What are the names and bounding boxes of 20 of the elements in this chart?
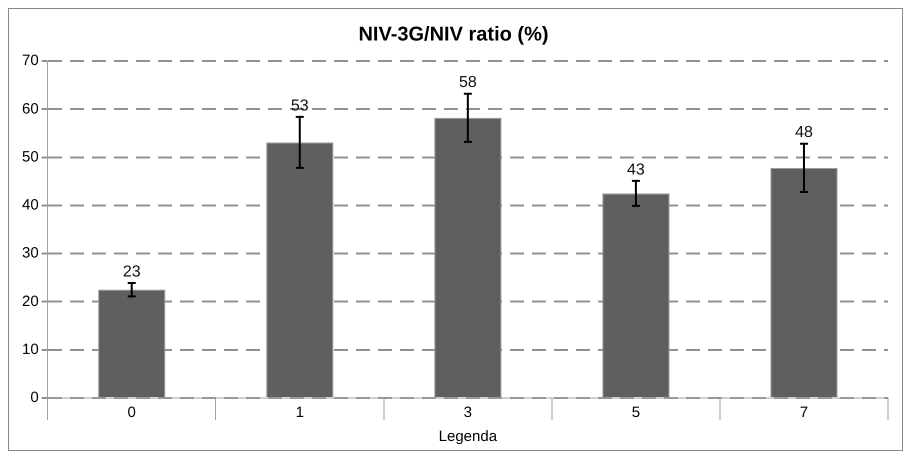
y-tick-label: 20 — [22, 292, 39, 310]
x-tick-label: 1 — [296, 404, 304, 422]
chart-title: NIV-3G/NIV ratio (%) — [358, 24, 549, 46]
data-label: 48 — [795, 124, 813, 142]
x-tick-label: 7 — [800, 404, 808, 422]
x-tick-label: 0 — [128, 404, 136, 422]
data-label: 58 — [458, 74, 477, 92]
x-tick-label: 5 — [632, 404, 640, 422]
data-label: 23 — [122, 263, 141, 280]
y-tick-label: 0 — [30, 389, 39, 406]
y-tick-label: 10 — [22, 341, 39, 358]
y-tick-label: 30 — [22, 244, 39, 262]
y-tick-label: 50 — [22, 148, 39, 166]
x-axis-title: Legenda — [438, 428, 498, 446]
data-label: 43 — [627, 161, 645, 178]
y-tick-label: 40 — [22, 196, 39, 214]
x-tick-label: 3 — [464, 404, 472, 422]
y-tick-label: 70 — [22, 52, 39, 70]
data-label: 53 — [290, 97, 309, 114]
y-tick-label: 60 — [22, 100, 39, 118]
